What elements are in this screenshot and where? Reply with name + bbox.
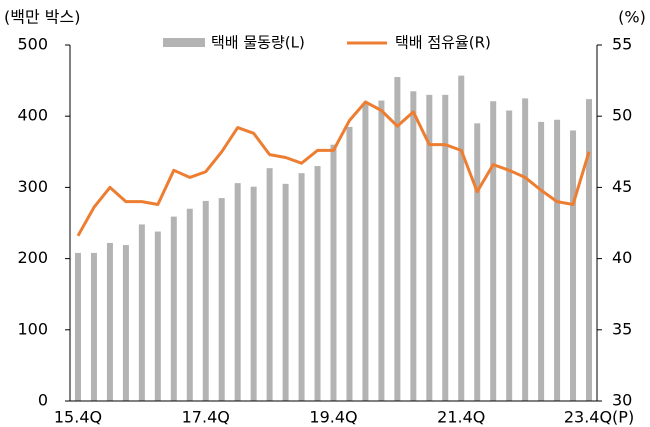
bar (298, 173, 305, 401)
bar (490, 101, 497, 402)
bar (138, 224, 145, 401)
bar (266, 168, 273, 401)
y2-tick-label: 45 (612, 177, 632, 196)
bar (74, 252, 81, 401)
y-tick-label: 100 (17, 319, 48, 338)
legend: 택배 물동량(L) 택배 점유율(R) (163, 34, 491, 52)
y-tick-label: 200 (17, 248, 48, 267)
line (76, 100, 591, 237)
bar (282, 183, 289, 401)
bar (234, 183, 241, 401)
y-tick-label: 300 (17, 177, 48, 196)
y2-tick-label: 35 (612, 319, 632, 338)
bar (394, 77, 401, 401)
bar (218, 198, 225, 401)
bar (314, 166, 321, 401)
bar (362, 103, 369, 401)
bar (426, 94, 433, 401)
bar (554, 119, 561, 401)
bar (250, 186, 257, 401)
bar (586, 99, 593, 401)
bar (330, 144, 337, 401)
bar (90, 252, 97, 401)
y-axis-label: (백만 박스) (4, 8, 80, 27)
bar (186, 208, 193, 401)
y2-tick-label: 55 (612, 35, 632, 54)
bar (474, 123, 481, 401)
x-tick-label: 23.4Q(P) (564, 408, 634, 427)
legend-label: 택배 물동량(L) (211, 34, 305, 52)
y-tick-label: 0 (38, 391, 48, 410)
y2-tick-label: 30 (612, 391, 632, 410)
x-tick-label: 17.4Q (182, 408, 230, 427)
bar (506, 110, 513, 401)
bar (522, 98, 529, 402)
bar (106, 242, 113, 401)
y2-tick-label: 50 (612, 106, 632, 125)
bar (378, 100, 385, 401)
y-tick-label: 500 (17, 35, 48, 54)
y2-axis-label: (%) (618, 8, 646, 27)
x-tick-label: 19.4Q (309, 408, 357, 427)
legend-label: 택배 점유율(R) (395, 34, 491, 52)
y-tick-label: 400 (17, 106, 48, 125)
bar (346, 126, 353, 401)
bar (538, 121, 545, 402)
x-tick-label: 15.4Q (54, 408, 102, 427)
bar (202, 200, 209, 401)
y2-tick-label: 40 (612, 248, 632, 267)
bar (570, 130, 577, 401)
bar (154, 231, 161, 401)
bar (410, 91, 417, 401)
bar (458, 75, 465, 401)
legend-swatch (163, 38, 205, 47)
bar (442, 94, 449, 401)
x-tick-label: 21.4Q (437, 408, 485, 427)
bar (122, 245, 129, 401)
bar (170, 216, 177, 401)
